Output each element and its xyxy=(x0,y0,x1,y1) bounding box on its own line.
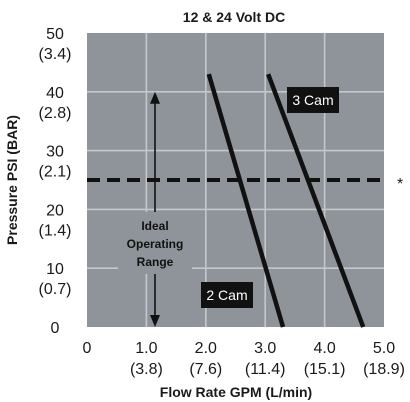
chart-title: 12 & 24 Volt DC xyxy=(183,9,285,25)
x-axis-label: Flow Rate GPM (L/min) xyxy=(160,384,312,400)
y-tick-label: 20 xyxy=(46,202,64,219)
x-tick-label: 4.0 xyxy=(313,340,335,357)
series-label-box xyxy=(201,282,253,308)
y-tick-label: 10 xyxy=(46,261,64,278)
x-tick-label-metric: (7.6) xyxy=(189,361,222,378)
range-label-background xyxy=(118,212,192,274)
y-tick-label-metric: (3.4) xyxy=(39,46,72,63)
series-label: 3 Cam xyxy=(292,92,333,108)
y-tick-label: 40 xyxy=(46,85,64,102)
series-label-box xyxy=(287,87,339,113)
x-tick-label-metric: (11.4) xyxy=(245,361,286,378)
series-line-2-cam xyxy=(206,73,286,328)
x-tick-label: 2.0 xyxy=(195,340,217,357)
y-tick-label: 50 xyxy=(46,26,64,43)
x-tick-label: 1.0 xyxy=(135,340,157,357)
range-label-line: Range xyxy=(137,255,174,269)
x-tick-label: 3.0 xyxy=(254,340,276,357)
reference-line-group: * xyxy=(87,176,403,193)
y-tick-label-metric: (0.7) xyxy=(39,281,72,298)
range-label-line: Ideal xyxy=(141,219,168,233)
range-annotation-group: Ideal Operating Range xyxy=(118,91,192,327)
x-tick-labels: 0 1.0 (3.8) 2.0 (7.6) 3.0 (11.4) 4.0 (15.1) 5.0 (1… xyxy=(83,340,405,378)
y-tick-label-metric: (2.1) xyxy=(39,164,72,181)
range-arrow-head-bottom xyxy=(150,315,160,327)
y-tick-label-metric: (2.8) xyxy=(39,105,72,122)
reference-line-marker: * xyxy=(397,176,403,193)
y-tick-labels: 0 10 (0.7) 20 (1.4) 30 (2.1) 40 (2.8) 50 (3.4) xyxy=(39,26,72,337)
y-axis-label: Pressure PSI (BAR) xyxy=(4,115,20,245)
x-tick-label-metric: (3.8) xyxy=(130,361,163,378)
y-tick-label: 0 xyxy=(51,320,60,337)
range-label-line: Operating xyxy=(127,237,184,251)
x-tick-label-metric: (15.1) xyxy=(304,361,346,378)
y-tick-label: 30 xyxy=(46,144,64,161)
series-line-3-cam xyxy=(266,73,366,328)
y-tick-label-metric: (1.4) xyxy=(39,222,72,239)
series-labels: 2 Cam 3 Cam xyxy=(201,87,339,308)
range-arrow-head-top xyxy=(150,91,160,104)
x-tick-label-metric: (18.9) xyxy=(363,361,405,378)
gridlines xyxy=(87,33,384,327)
x-tick-label: 0 xyxy=(83,340,92,357)
series-lines xyxy=(206,73,366,328)
series-label: 2 Cam xyxy=(206,287,247,303)
x-tick-label: 5.0 xyxy=(373,340,395,357)
